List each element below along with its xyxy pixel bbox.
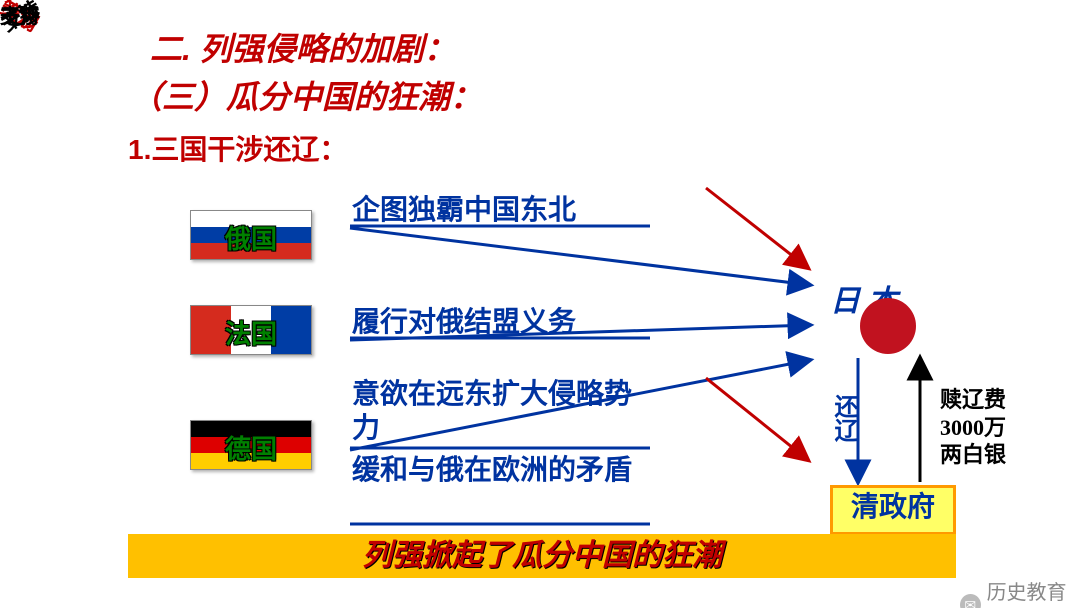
flag-label-russia: 俄国 bbox=[191, 219, 311, 256]
flag-label-germany: 德国 bbox=[191, 429, 311, 466]
return-label: 还辽 bbox=[826, 394, 861, 442]
flag-russia: 俄国 bbox=[190, 210, 312, 260]
wechat-icon: ✉ bbox=[960, 594, 981, 608]
comp-line-3: 两白银 bbox=[940, 441, 1006, 469]
desc-germany-1: 意欲在远东扩大侵略势力 bbox=[352, 378, 642, 445]
arrow-red-top bbox=[706, 188, 808, 268]
desc-france: 履行对俄结盟义务 bbox=[352, 300, 642, 340]
desc-germany-2: 缓和与俄在欧洲的矛盾 bbox=[352, 454, 642, 488]
comp-line-2: 3000万 bbox=[940, 414, 1006, 442]
watermark: ✉ 历史教育家 bbox=[960, 576, 1080, 608]
compensation-text: 赎辽费 3000万 两白银 bbox=[940, 386, 1006, 469]
arrow-russia bbox=[350, 228, 810, 285]
comp-line-1: 赎辽费 bbox=[940, 386, 1006, 414]
bottom-banner: 列强掀起了瓜分中国的狂潮 bbox=[128, 534, 956, 578]
flag-france: 法国 bbox=[190, 305, 312, 355]
heading-3: 1.三国干涉还辽： bbox=[128, 128, 347, 168]
watermark-text: 历史教育家 bbox=[987, 576, 1080, 608]
desc-russia: 企图独霸中国东北 bbox=[352, 188, 642, 228]
arrow-red-bottom bbox=[706, 378, 808, 460]
heading-2: （三）瓜分中国的狂潮： bbox=[130, 72, 482, 118]
heading-1: 二. 列强侵略的加剧： bbox=[150, 24, 456, 70]
flag-germany: 德国 bbox=[190, 420, 312, 470]
qing-box: 清政府 bbox=[830, 485, 956, 535]
japan-flag-icon bbox=[848, 290, 928, 370]
flag-label-france: 法国 bbox=[191, 314, 311, 351]
